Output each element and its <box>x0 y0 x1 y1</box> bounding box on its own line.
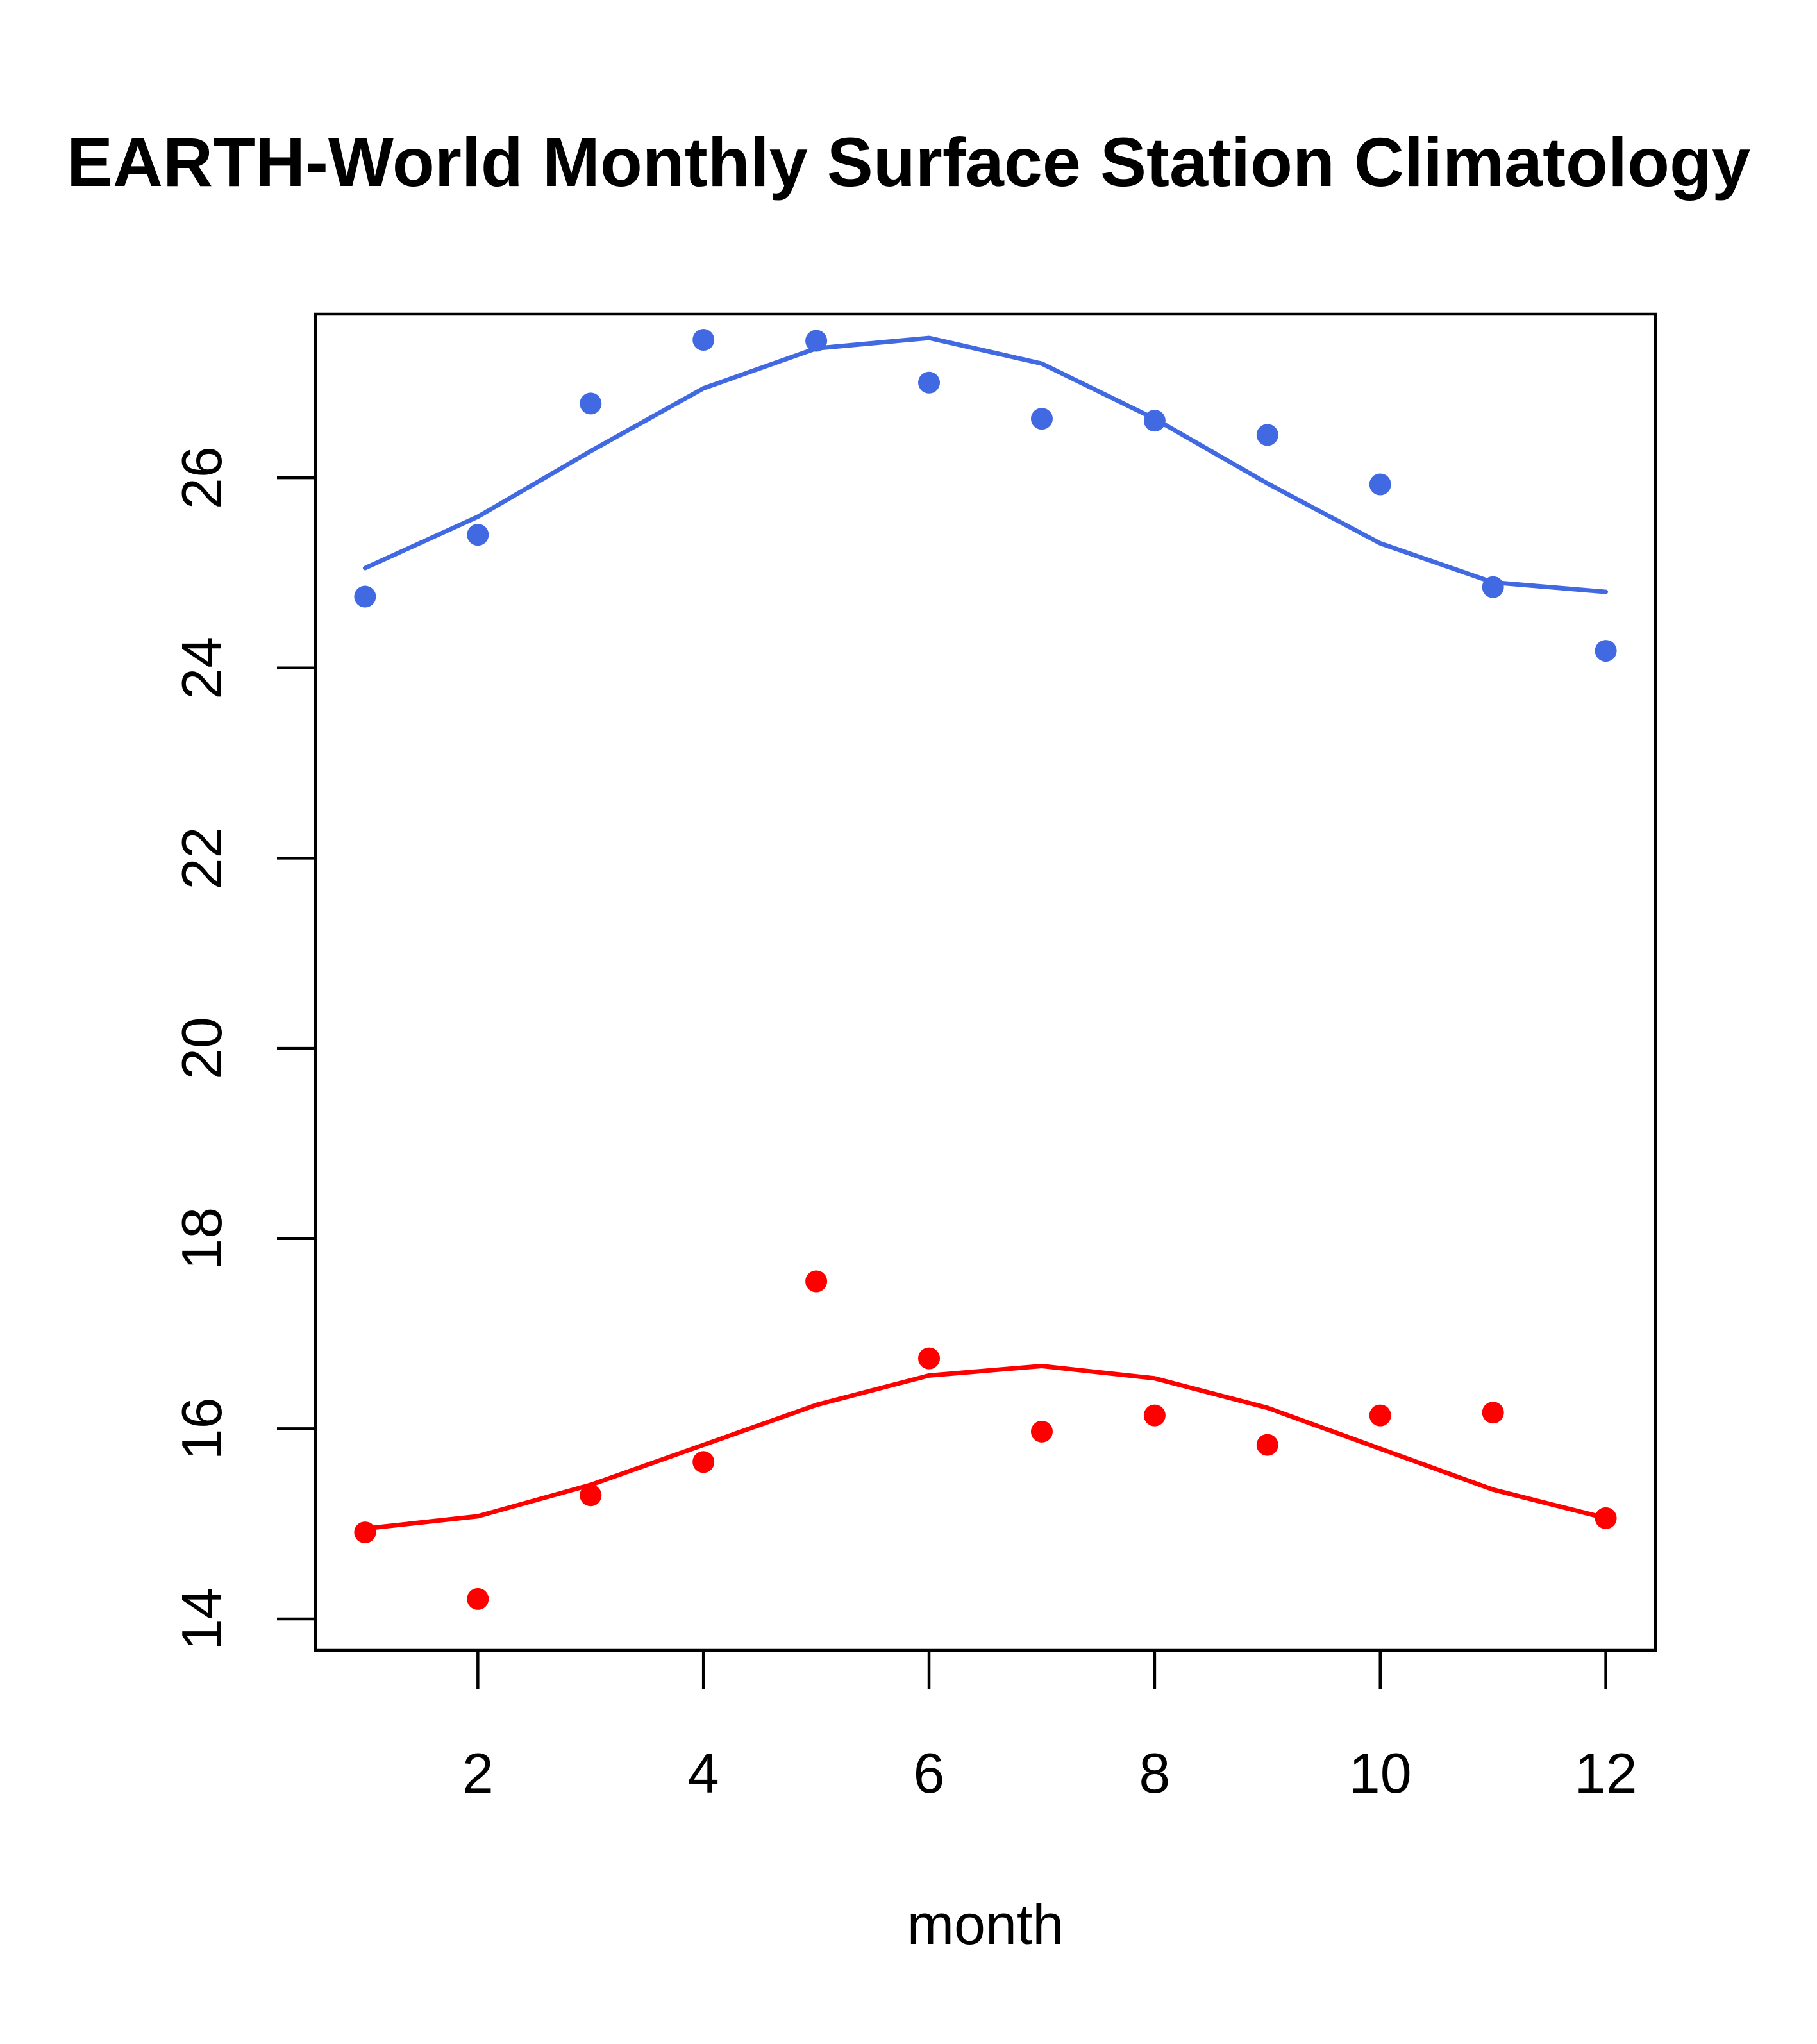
upper-points-point <box>918 371 941 394</box>
upper-points-point <box>1369 473 1391 496</box>
x-tick-label: 6 <box>914 1741 945 1805</box>
x-axis-label: month <box>907 1893 1064 1956</box>
lower-smooth-line <box>362 1364 1609 1531</box>
y-tick-label: 22 <box>170 826 233 889</box>
x-tick-label: 4 <box>688 1741 719 1805</box>
lower-points-point <box>1482 1402 1504 1424</box>
upper-points-point <box>1256 424 1278 446</box>
upper-points-point <box>354 585 376 608</box>
y-tick-label: 18 <box>170 1207 233 1270</box>
lower-points-point <box>1256 1434 1278 1456</box>
series-lower-points <box>354 1270 1617 1610</box>
lower-points-point <box>692 1451 715 1473</box>
chart-title: EARTH-World Monthly Surface Station Clim… <box>67 123 1750 201</box>
lower-points-point <box>805 1270 828 1293</box>
y-tick-label: 24 <box>170 637 233 699</box>
x-tick-label: 2 <box>462 1741 494 1805</box>
lower-points-point <box>580 1484 602 1507</box>
lower-points-point <box>1030 1420 1053 1443</box>
upper-points-point <box>1595 640 1617 662</box>
x-tick-label: 8 <box>1139 1741 1170 1805</box>
series-lower-smooth <box>362 1364 1609 1531</box>
upper-points-point <box>467 524 489 546</box>
lower-points-point <box>1143 1404 1166 1427</box>
lower-points-point <box>354 1521 376 1544</box>
upper-smooth-line <box>362 335 1609 594</box>
y-tick-label: 20 <box>170 1017 233 1080</box>
series-upper-smooth <box>362 335 1609 594</box>
lower-points-point <box>467 1587 489 1610</box>
lower-points-point <box>1369 1404 1391 1427</box>
upper-points-point <box>580 392 602 415</box>
lower-points-point <box>918 1347 941 1370</box>
upper-points-point <box>692 329 715 351</box>
x-tick-label: 10 <box>1349 1741 1412 1805</box>
series-upper-points <box>354 329 1617 662</box>
x-tick-label: 12 <box>1575 1741 1637 1805</box>
y-tick-label: 14 <box>170 1587 233 1650</box>
y-tick-label: 16 <box>170 1397 233 1460</box>
y-tick-label: 26 <box>170 446 233 509</box>
x-axis: 2 4 6 8 10 12 <box>462 1650 1637 1805</box>
series-layer <box>354 329 1617 1610</box>
plot-frame <box>314 312 1657 1652</box>
y-axis: 14 16 18 20 22 24 26 <box>170 446 315 1650</box>
upper-points-point <box>1030 408 1053 430</box>
